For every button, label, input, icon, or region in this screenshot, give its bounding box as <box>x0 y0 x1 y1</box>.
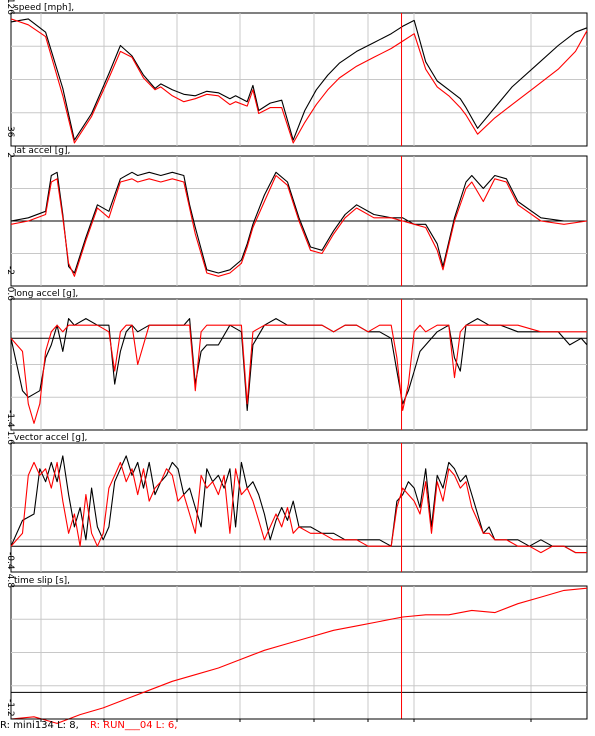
panel-title: lat accel [g], <box>14 146 70 156</box>
y-tick-label-bottom: -0.4 <box>5 552 15 570</box>
panel-title: time slip [s], <box>14 576 70 586</box>
series-line-0-0 <box>10 18 588 141</box>
y-tick-label-top: 1.6 <box>5 431 15 446</box>
series-line-3-1 <box>10 461 587 554</box>
run-legend-red: R: RUN___04 L: 6, <box>89 720 178 731</box>
series-line-2-1 <box>10 324 587 424</box>
run-legend-footer: R: mini134 L: 8, R: RUN___04 L: 6, <box>0 719 595 732</box>
y-tick-label-bottom: -1.2 <box>5 699 15 717</box>
y-tick-label-top: 2 <box>5 152 15 158</box>
panel-title: speed [mph], <box>14 3 74 13</box>
y-tick-label-top: 126 <box>5 0 15 15</box>
y-tick-label-bottom: -1.4 <box>5 410 15 428</box>
run-legend-black: R: mini134 L: 8, <box>0 720 79 731</box>
y-tick-label-bottom: -2 <box>5 266 15 275</box>
y-tick-label-bottom: 36 <box>5 126 15 138</box>
y-tick-label-top: 4.8 <box>5 574 15 589</box>
series-line-1-1 <box>10 174 588 277</box>
series-line-0-1 <box>10 18 588 144</box>
y-tick-label-top: 0.6 <box>5 287 15 302</box>
series-line-3-0 <box>10 455 587 554</box>
panel-title: long accel [g], <box>14 289 78 299</box>
panel-title: vector accel [g], <box>14 433 87 443</box>
series-line-1-0 <box>10 171 587 274</box>
series-line-4-0 <box>10 587 588 724</box>
